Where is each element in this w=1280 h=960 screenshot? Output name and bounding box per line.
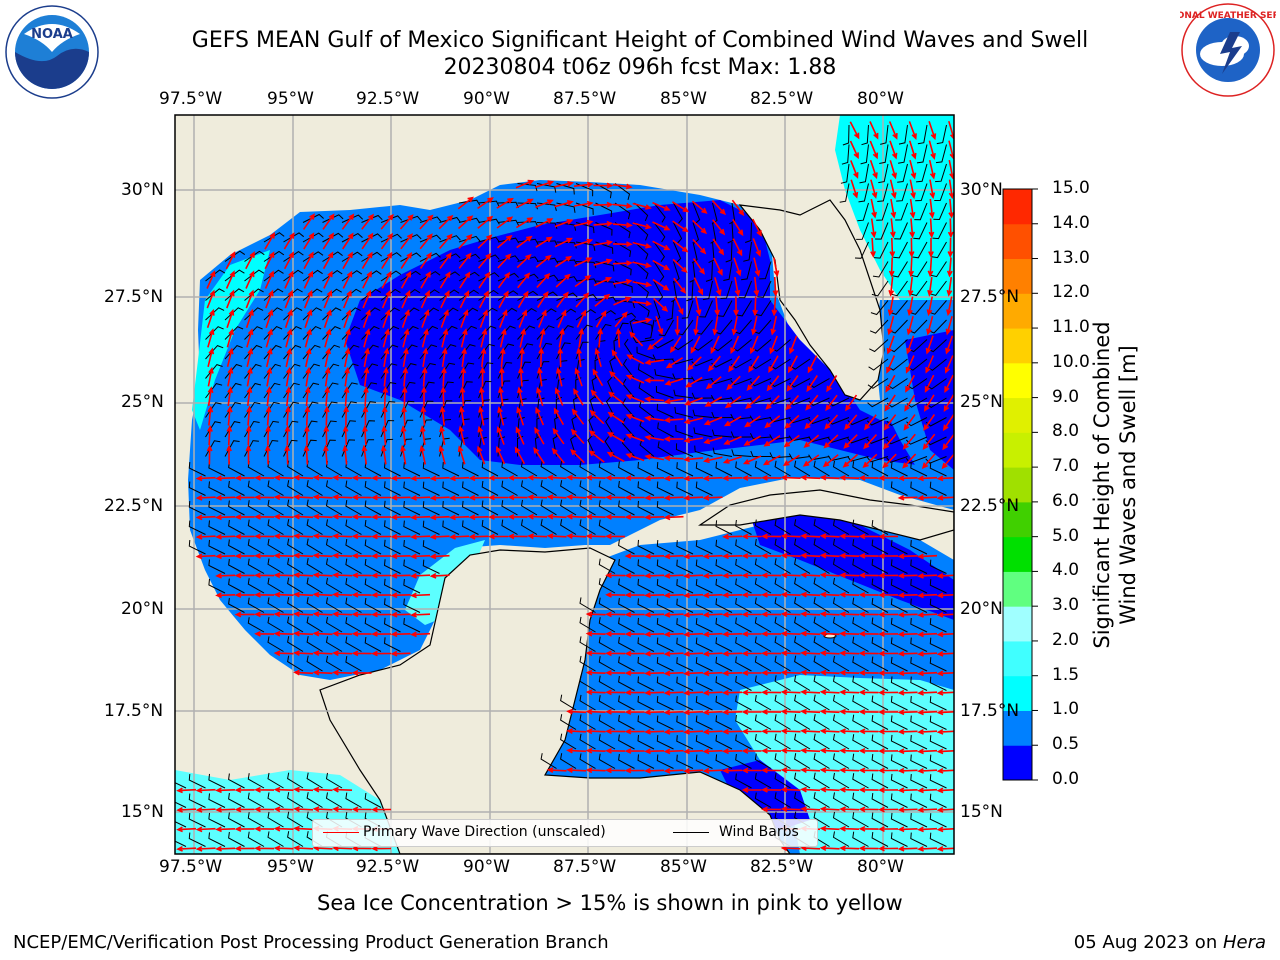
colorbar-tick-label: 8.0 xyxy=(1052,421,1079,441)
wave-direction-swatch xyxy=(323,832,359,833)
footer-org: NCEP/EMC/Verification Post Processing Pr… xyxy=(13,932,609,953)
footer-date-text: 05 Aug 2023 on xyxy=(1074,932,1223,953)
lon-label-top: 90°W xyxy=(463,89,510,109)
colorbar-tick-label: 12.0 xyxy=(1052,282,1090,302)
lat-label-right: 17.5°N xyxy=(960,701,1019,721)
colorbar-band xyxy=(1003,224,1032,259)
colorbar-tick-label: 10.0 xyxy=(1052,352,1090,372)
lat-label-left: 27.5°N xyxy=(104,287,163,307)
colorbar xyxy=(1003,189,1038,781)
colorbar-label-line2: Wind Waves and Swell [m] xyxy=(1115,285,1141,685)
lon-label-top: 95°W xyxy=(267,89,314,109)
colorbar-tick-label: 4.0 xyxy=(1052,560,1079,580)
lon-label-top: 80°W xyxy=(857,89,904,109)
lat-label-right: 27.5°N xyxy=(960,287,1019,307)
colorbar-band xyxy=(1003,571,1032,606)
lon-label-top: 82.5°W xyxy=(750,89,813,109)
colorbar-tick-label: 2.0 xyxy=(1052,630,1079,650)
lat-label-left: 15°N xyxy=(121,802,164,822)
colorbar-tick-label: 0.5 xyxy=(1052,734,1079,754)
colorbar-band xyxy=(1003,745,1032,780)
colorbar-tick-label: 6.0 xyxy=(1052,491,1079,511)
colorbar-band xyxy=(1003,641,1032,676)
lon-label-bottom: 92.5°W xyxy=(356,857,419,877)
colorbar-tick-label: 1.0 xyxy=(1052,699,1079,719)
lon-label-bottom: 87.5°W xyxy=(553,857,616,877)
colorbar-band xyxy=(1003,328,1032,363)
colorbar-band xyxy=(1003,398,1032,433)
wind-barb-swatch xyxy=(673,832,709,833)
colorbar-tick-label: 15.0 xyxy=(1052,178,1090,198)
colorbar-band xyxy=(1003,432,1032,467)
lat-label-left: 22.5°N xyxy=(104,496,163,516)
colorbar-label-line1: Significant Height of Combined xyxy=(1089,285,1115,685)
colorbar-tick-label: 0.0 xyxy=(1052,769,1079,789)
colorbar-tick-label: 7.0 xyxy=(1052,456,1079,476)
lon-label-top: 87.5°W xyxy=(553,89,616,109)
lon-label-bottom: 90°W xyxy=(463,857,510,877)
lon-label-bottom: 85°W xyxy=(660,857,707,877)
lon-label-bottom: 82.5°W xyxy=(750,857,813,877)
lat-label-right: 22.5°N xyxy=(960,496,1019,516)
colorbar-tick-label: 5.0 xyxy=(1052,526,1079,546)
colorbar-tick-label: 14.0 xyxy=(1052,213,1090,233)
lat-label-left: 30°N xyxy=(121,180,164,200)
colorbar-tick-label: 3.0 xyxy=(1052,595,1079,615)
wind-barbs-label: Wind Barbs xyxy=(719,824,799,840)
colorbar-band xyxy=(1003,606,1032,641)
colorbar-tick-label: 13.0 xyxy=(1052,248,1090,268)
lat-label-right: 20°N xyxy=(960,599,1003,619)
footer-machine: Hera xyxy=(1223,932,1266,953)
lon-label-top: 85°W xyxy=(660,89,707,109)
lon-label-bottom: 95°W xyxy=(267,857,314,877)
lon-label-top: 92.5°W xyxy=(356,89,419,109)
footer-date: 05 Aug 2023 on Hera xyxy=(1074,932,1266,953)
colorbar-tick-label: 9.0 xyxy=(1052,387,1079,407)
map-legend: Primary Wave Direction (unscaled) Wind B… xyxy=(312,819,818,847)
lon-label-bottom: 97.5°W xyxy=(159,857,222,877)
lon-label-bottom: 80°W xyxy=(857,857,904,877)
colorbar-band xyxy=(1003,537,1032,572)
lat-label-left: 20°N xyxy=(121,599,164,619)
lon-label-top: 97.5°W xyxy=(159,89,222,109)
colorbar-tick-label: 1.5 xyxy=(1052,665,1079,685)
lat-label-left: 17.5°N xyxy=(104,701,163,721)
colorbar-band xyxy=(1003,363,1032,398)
sea-ice-note: Sea Ice Concentration > 15% is shown in … xyxy=(317,891,903,915)
lat-label-left: 25°N xyxy=(121,392,164,412)
colorbar-tick-label: 11.0 xyxy=(1052,317,1090,337)
wave-direction-label: Primary Wave Direction (unscaled) xyxy=(363,824,606,840)
lat-label-right: 30°N xyxy=(960,180,1003,200)
colorbar-band xyxy=(1003,189,1032,224)
lat-label-right: 25°N xyxy=(960,392,1003,412)
lat-label-right: 15°N xyxy=(960,802,1003,822)
